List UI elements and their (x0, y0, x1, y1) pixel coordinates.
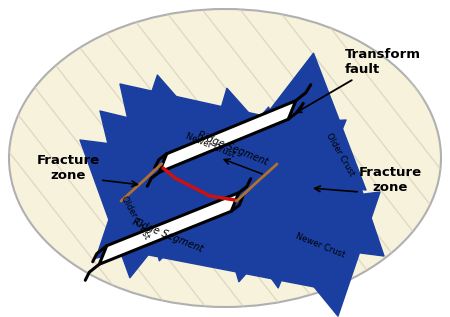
Polygon shape (99, 193, 239, 264)
Text: Ridge Segment: Ridge Segment (131, 216, 205, 254)
Text: Newer Crust: Newer Crust (184, 131, 236, 159)
Text: Newer Crust: Newer Crust (294, 231, 346, 259)
Polygon shape (159, 101, 296, 172)
Text: Older Crust: Older Crust (119, 195, 151, 241)
Ellipse shape (9, 9, 441, 307)
Text: Fracture
zone: Fracture zone (359, 166, 422, 194)
Text: Transform
fault: Transform fault (296, 48, 421, 113)
Text: Older Crust: Older Crust (324, 132, 356, 178)
Text: Ridge Segment: Ridge Segment (196, 129, 270, 167)
Text: Fracture
zone: Fracture zone (36, 154, 99, 182)
